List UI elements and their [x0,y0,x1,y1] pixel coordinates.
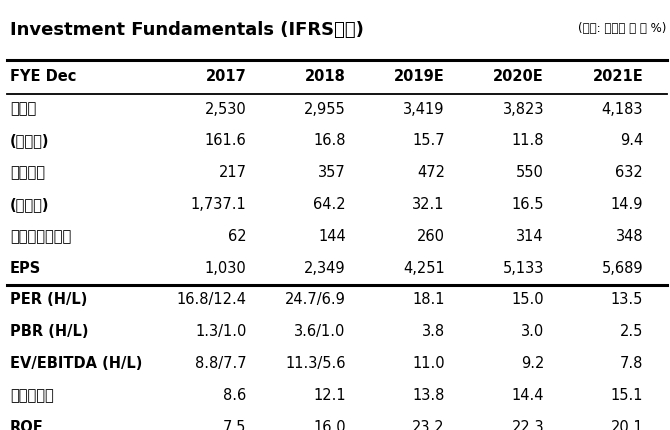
Text: 4,251: 4,251 [403,261,445,276]
Text: 2017: 2017 [206,69,247,84]
Text: 3,419: 3,419 [403,101,445,117]
Text: 2018: 2018 [305,69,346,84]
Text: 14.4: 14.4 [511,388,544,403]
Text: 632: 632 [616,165,643,180]
Text: 5,689: 5,689 [602,261,643,276]
Text: 18.1: 18.1 [412,292,445,307]
Text: 2019E: 2019E [394,69,445,84]
Text: 16.8/12.4: 16.8/12.4 [177,292,247,307]
Text: 8.8/7.7: 8.8/7.7 [195,356,247,371]
Text: 2.5: 2.5 [620,324,643,339]
Text: EPS: EPS [10,261,42,276]
Text: 2,349: 2,349 [304,261,346,276]
Text: 11.8: 11.8 [511,133,544,148]
Text: 영업이익: 영업이익 [10,165,45,180]
Text: 2021E: 2021E [592,69,643,84]
Text: 217: 217 [218,165,247,180]
Text: EV/EBITDA (H/L): EV/EBITDA (H/L) [10,356,143,371]
Text: 영업이익률: 영업이익률 [10,388,54,403]
Text: 348: 348 [616,229,643,244]
Text: 14.9: 14.9 [610,197,643,212]
Text: 22.3: 22.3 [511,420,544,430]
Text: 8.6: 8.6 [223,388,247,403]
Text: 13.5: 13.5 [611,292,643,307]
Text: 13.8: 13.8 [413,388,445,403]
Text: 1,030: 1,030 [205,261,247,276]
Text: 314: 314 [517,229,544,244]
Text: 5,133: 5,133 [502,261,544,276]
Text: FYE Dec: FYE Dec [10,69,76,84]
Text: 7.8: 7.8 [620,356,643,371]
Text: 144: 144 [318,229,346,244]
Text: 16.0: 16.0 [313,420,346,430]
Text: 15.7: 15.7 [412,133,445,148]
Text: ROE: ROE [10,420,44,430]
Text: 23.2: 23.2 [412,420,445,430]
Text: 15.0: 15.0 [511,292,544,307]
Text: 12.1: 12.1 [313,388,346,403]
Text: 3,823: 3,823 [502,101,544,117]
Text: 11.0: 11.0 [412,356,445,371]
Text: 260: 260 [417,229,445,244]
Text: 1,737.1: 1,737.1 [191,197,247,212]
Text: 매출액: 매출액 [10,101,36,117]
Text: PBR (H/L): PBR (H/L) [10,324,88,339]
Text: 2,530: 2,530 [205,101,247,117]
Text: 16.5: 16.5 [511,197,544,212]
Text: Investment Fundamentals (IFRS연결): Investment Fundamentals (IFRS연결) [10,22,364,40]
Text: 357: 357 [318,165,346,180]
Text: 161.6: 161.6 [205,133,247,148]
Text: 550: 550 [516,165,544,180]
Text: 3.6/1.0: 3.6/1.0 [294,324,346,339]
Text: 지배주주순이익: 지배주주순이익 [10,229,71,244]
Text: 62: 62 [228,229,247,244]
Text: PER (H/L): PER (H/L) [10,292,87,307]
Text: 16.8: 16.8 [313,133,346,148]
Text: 32.1: 32.1 [412,197,445,212]
Text: 64.2: 64.2 [313,197,346,212]
Text: 3.8: 3.8 [421,324,445,339]
Text: 4,183: 4,183 [602,101,643,117]
Text: (단위: 십억원 원 배 %): (단위: 십억원 원 배 %) [578,22,667,34]
Text: 15.1: 15.1 [610,388,643,403]
Text: 3.0: 3.0 [521,324,544,339]
Text: 9.4: 9.4 [620,133,643,148]
Text: 1.3/1.0: 1.3/1.0 [195,324,247,339]
Text: (증가율): (증가율) [10,197,50,212]
Text: 24.7/6.9: 24.7/6.9 [285,292,346,307]
Text: 9.2: 9.2 [521,356,544,371]
Text: 7.5: 7.5 [223,420,247,430]
Text: 2020E: 2020E [493,69,544,84]
Text: 11.3/5.6: 11.3/5.6 [285,356,346,371]
Text: 472: 472 [417,165,445,180]
Text: (증가율): (증가율) [10,133,50,148]
Text: 20.1: 20.1 [610,420,643,430]
Text: 2,955: 2,955 [304,101,346,117]
